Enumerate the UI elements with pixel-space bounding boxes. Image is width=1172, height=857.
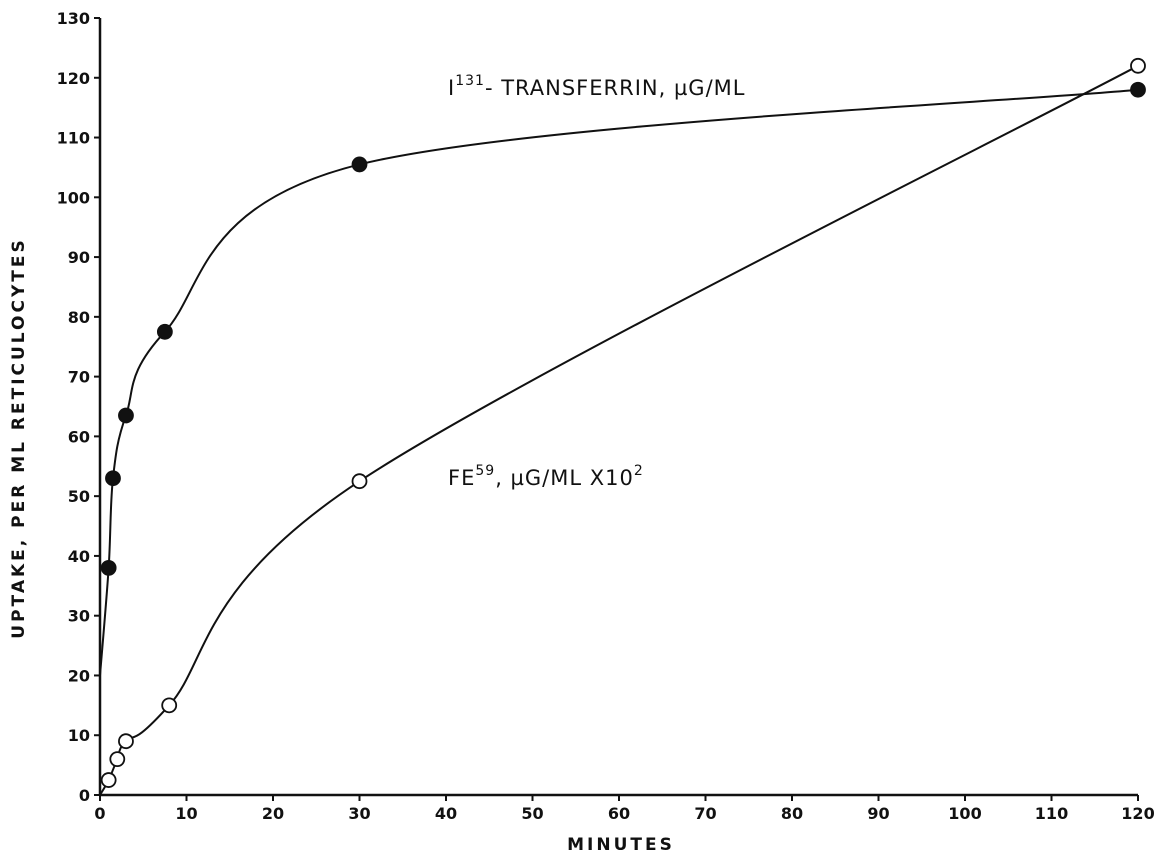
series-curves bbox=[99, 64, 1139, 796]
fe59-point bbox=[1130, 57, 1146, 74]
y-tick-label: 10 bbox=[68, 726, 90, 745]
x-tick-label: 10 bbox=[175, 804, 197, 823]
x-axis-title: MINUTES bbox=[567, 835, 675, 855]
fe59-point bbox=[351, 473, 368, 490]
annotation-transferrin-sup: 131 bbox=[455, 73, 485, 89]
y-tick-label: 40 bbox=[68, 547, 90, 566]
y-axis-title: UPTAKE, PER ML RETICULOCYTES bbox=[9, 237, 29, 638]
fe59-point bbox=[109, 751, 126, 768]
axes bbox=[98, 18, 1138, 797]
y-tick-label: 0 bbox=[79, 786, 90, 805]
y-tick-label: 60 bbox=[68, 427, 90, 446]
x-tick-label: 60 bbox=[608, 804, 630, 823]
transferrin-point bbox=[118, 407, 134, 424]
x-tick-label: 100 bbox=[948, 804, 981, 823]
transferrin-point bbox=[156, 323, 173, 340]
fe59-point bbox=[161, 697, 178, 714]
x-axis-ticks: 0 10 20 30 40 50 60 70 80 90 100 110 120 bbox=[94, 795, 1155, 823]
x-tick-label: 90 bbox=[867, 804, 889, 823]
transferrin-point bbox=[105, 470, 121, 487]
annotation-fe59: FE59, µG/ML X102 bbox=[448, 463, 644, 490]
annotation-transferrin: I131- TRANSFERRIN, µG/ML bbox=[448, 73, 745, 100]
y-tick-label: 110 bbox=[57, 129, 90, 148]
y-tick-label: 120 bbox=[57, 69, 90, 88]
x-tick-label: 110 bbox=[1035, 804, 1068, 823]
annotation-fe59-base: FE bbox=[448, 466, 475, 490]
transferrin-curve bbox=[99, 88, 1139, 676]
x-tick-label: 80 bbox=[781, 804, 803, 823]
y-axis-ticks: 0 10 20 30 40 50 60 70 80 90 100 110 120 130 bbox=[57, 9, 100, 805]
x-tick-label: 70 bbox=[694, 804, 716, 823]
transferrin-point bbox=[100, 559, 117, 576]
fe59-point bbox=[118, 733, 134, 750]
annotation-fe59-mid: , µG/ML X10 bbox=[495, 466, 634, 490]
annotation-fe59-sup2: 2 bbox=[634, 463, 644, 479]
fe59-point bbox=[100, 772, 117, 788]
y-tick-label: 100 bbox=[57, 188, 90, 207]
x-tick-label: 120 bbox=[1121, 804, 1154, 823]
x-tick-label: 30 bbox=[348, 804, 370, 823]
annotation-transferrin-base: I bbox=[448, 76, 455, 100]
annotation-transferrin-rest: - TRANSFERRIN, µG/ML bbox=[485, 76, 746, 100]
y-tick-label: 90 bbox=[68, 248, 90, 267]
transferrin-point bbox=[351, 156, 368, 173]
annotation-fe59-sup: 59 bbox=[475, 463, 495, 479]
transferrin-point bbox=[1130, 81, 1146, 98]
x-tick-label: 20 bbox=[262, 804, 284, 823]
x-tick-label: 40 bbox=[435, 804, 457, 823]
y-tick-label: 70 bbox=[68, 368, 90, 387]
y-tick-label: 130 bbox=[57, 9, 90, 28]
series-markers bbox=[100, 57, 1146, 788]
y-tick-label: 30 bbox=[68, 607, 90, 626]
y-tick-label: 80 bbox=[68, 308, 90, 327]
fe59-curve bbox=[99, 64, 1139, 796]
x-tick-label: 0 bbox=[94, 804, 105, 823]
y-tick-label: 50 bbox=[68, 487, 90, 506]
y-tick-label: 20 bbox=[68, 666, 90, 685]
x-tick-label: 50 bbox=[521, 804, 543, 823]
